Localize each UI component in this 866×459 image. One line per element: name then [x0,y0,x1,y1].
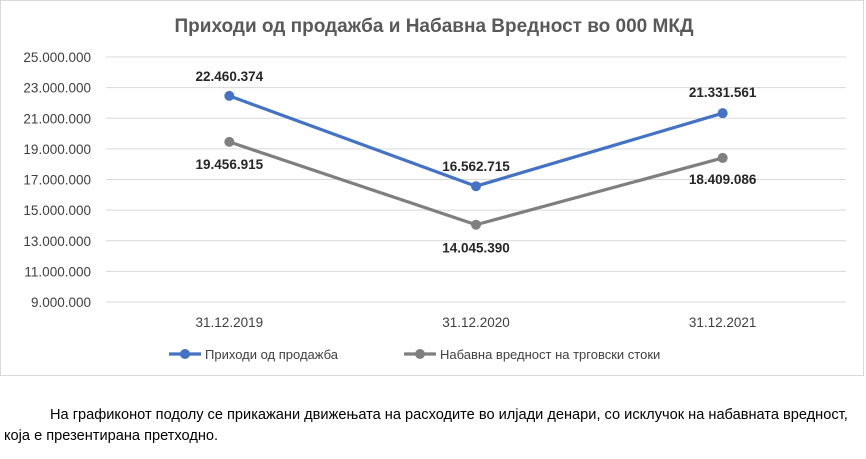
x-tick-label: 31.12.2019 [196,315,264,330]
y-tick-label: 11.000.000 [24,264,91,279]
paragraph-text: На графиконот подолу се прикажани движењ… [4,407,848,444]
legend-label: Набавна вредност на трговски стоки [440,347,660,362]
data-label: 16.562.715 [442,159,510,174]
y-tick-label: 23.000.000 [23,81,91,96]
data-label: 21.331.561 [689,85,757,100]
data-point [717,108,728,119]
data-point [717,152,728,163]
data-label: 19.456.915 [196,157,264,172]
legend-swatch-marker [180,349,190,359]
data-point [471,181,481,192]
data-label: 18.409.086 [689,172,757,187]
y-tick-label: 13.000.000 [23,234,91,249]
data-point [224,136,235,147]
y-tick-label: 15.000.000 [23,203,91,218]
data-label: 14.045.390 [442,241,510,256]
data-point [471,219,481,230]
legend-swatch-marker [415,349,425,359]
y-tick-label: 9.000.000 [31,295,91,310]
chart-title: Приходи од продажба и Набавна Вредност в… [175,16,694,37]
x-tick-label: 31.12.2020 [442,315,510,330]
legend-label: Приходи од продажба [205,347,339,362]
y-tick-label: 19.000.000 [23,142,91,157]
y-tick-label: 21.000.000 [23,111,91,126]
y-tick-label: 25.000.000 [23,50,91,65]
body-paragraph: На графиконот подолу се прикажани движењ… [4,405,862,447]
x-tick-label: 31.12.2021 [689,315,757,330]
data-label: 22.460.374 [196,69,264,84]
line-chart: Приходи од продажба и Набавна Вредност в… [23,16,846,362]
data-point [224,90,235,101]
y-tick-label: 17.000.000 [23,173,91,188]
chart-frame: Приходи од продажба и Набавна Вредност в… [0,0,864,376]
